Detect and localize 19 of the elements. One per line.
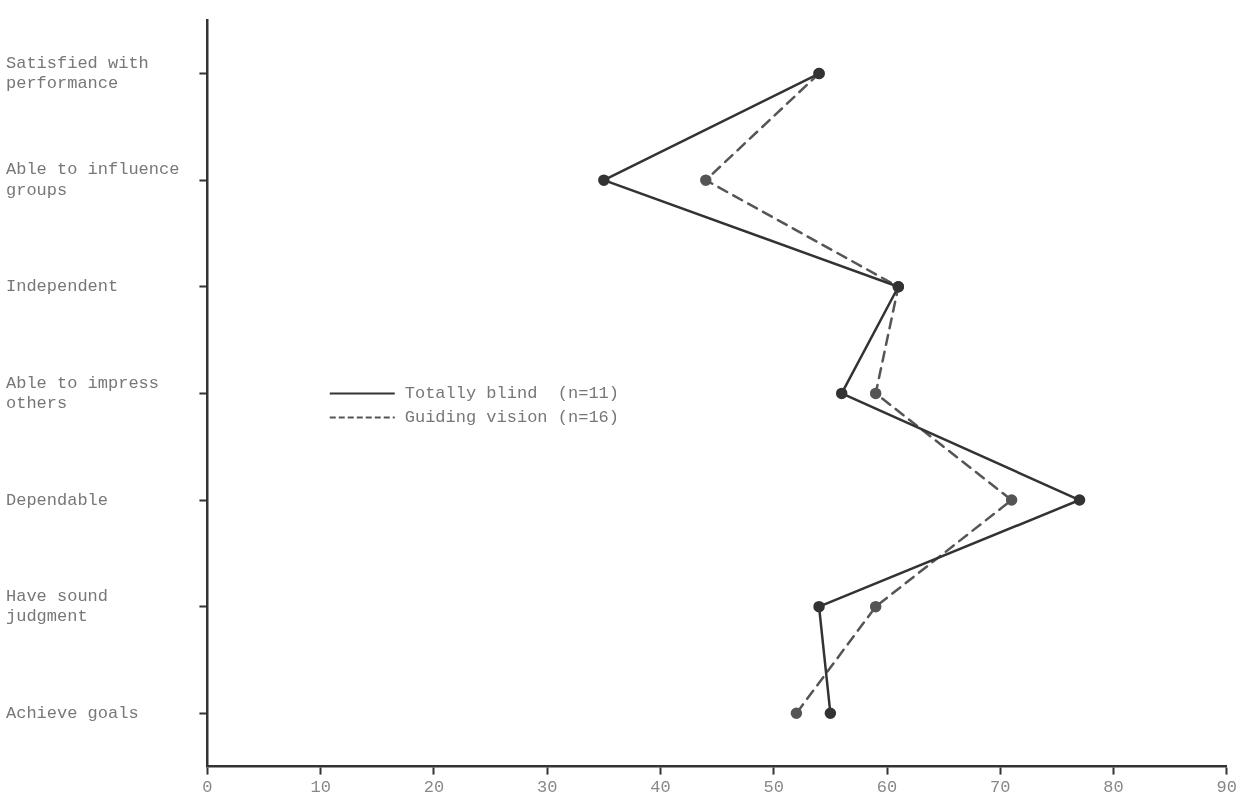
x-tick-label: 0	[202, 778, 213, 798]
legend-label: Totally blind (n=11)	[404, 383, 619, 403]
y-tick-label: Able to impress others	[6, 373, 160, 414]
y-tick-label: Have sound judgment	[6, 586, 109, 627]
y-tick-label: Dependable	[6, 490, 109, 510]
x-tick-label: 50	[763, 778, 784, 798]
x-tick-label: 20	[423, 778, 445, 798]
x-tick-label: 70	[990, 778, 1011, 798]
y-tick-label: Able to influence groups	[6, 160, 180, 200]
legend-label: Guiding vision (n=16)	[404, 407, 619, 427]
x-tick-label: 60	[876, 778, 898, 798]
x-tick-label: 80	[1103, 778, 1124, 798]
y-tick-label: Achieve goals	[6, 703, 139, 723]
y-tick-label: Independent	[6, 277, 119, 297]
x-tick-label: 90	[1216, 778, 1237, 798]
x-tick-label: 40	[650, 778, 671, 798]
x-tick-label: 30	[537, 778, 558, 798]
y-tick-label: Satisfied with performance	[6, 53, 149, 94]
x-tick-label: 10	[310, 778, 331, 798]
